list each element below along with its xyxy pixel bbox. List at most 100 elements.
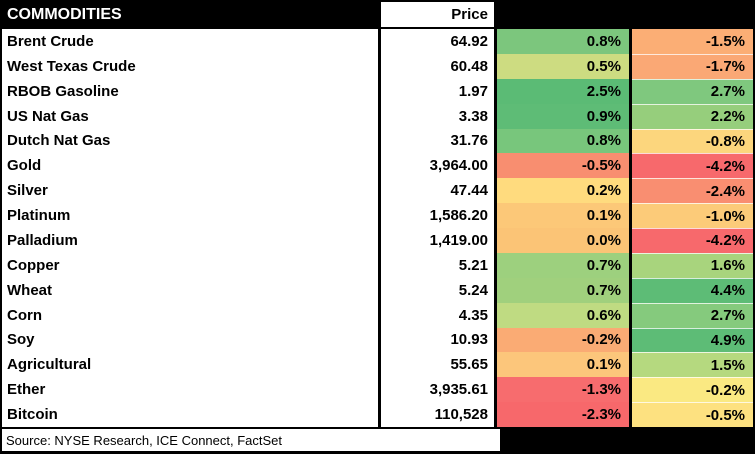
commodity-price: 31.76 — [381, 128, 494, 154]
commodity-name: Ether — [2, 377, 378, 403]
pct-change-cell-2: -1.7% — [632, 53, 753, 79]
commodity-price: 3,964.00 — [381, 153, 494, 179]
column-divider — [494, 29, 497, 54]
column-divider — [629, 153, 632, 179]
pct-change-cell-2: 2.7% — [632, 302, 753, 328]
commodity-name: US Nat Gas — [2, 103, 378, 129]
pct-change-cell-1: -0.2% — [497, 327, 629, 353]
column-divider — [494, 302, 497, 328]
column-divider — [629, 302, 632, 328]
pct-change-cell-2: -0.8% — [632, 128, 753, 154]
table-row: US Nat Gas 3.38 0.9% 2.2% — [2, 103, 753, 129]
pct-change-cell-2: 4.9% — [632, 327, 753, 353]
column-divider — [494, 228, 497, 253]
commodity-price: 4.35 — [381, 302, 494, 328]
table-row: Wheat 5.24 0.7% 4.4% — [2, 277, 753, 303]
header-commodities: COMMODITIES — [2, 2, 378, 27]
column-divider — [629, 252, 632, 278]
commodity-name: Agricultural — [2, 352, 378, 378]
commodity-price: 10.93 — [381, 327, 494, 353]
pct-change-cell-1: 0.8% — [497, 29, 629, 54]
commodity-name: Soy — [2, 327, 378, 353]
pct-change-cell-1: 0.7% — [497, 252, 629, 278]
commodity-name: Gold — [2, 153, 378, 179]
commodity-price: 3,935.61 — [381, 377, 494, 403]
column-divider — [378, 2, 381, 27]
column-divider — [629, 377, 632, 403]
table-row: Platinum 1,586.20 0.1% -1.0% — [2, 203, 753, 228]
column-divider — [629, 203, 632, 228]
footer-filler — [500, 429, 753, 451]
pct-change-cell-2: -0.5% — [632, 402, 753, 427]
table-row: Palladium 1,419.00 0.0% -4.2% — [2, 228, 753, 253]
commodity-price: 110,528 — [381, 402, 494, 427]
source-note: Source: NYSE Research, ICE Connect, Fact… — [2, 429, 500, 451]
column-divider — [629, 2, 632, 27]
commodity-price: 1,586.20 — [381, 203, 494, 228]
column-divider — [494, 78, 497, 104]
column-divider — [629, 402, 632, 427]
column-divider — [378, 53, 381, 79]
column-divider — [378, 78, 381, 104]
pct-change-cell-2: -1.5% — [632, 29, 753, 54]
commodity-price: 64.92 — [381, 29, 494, 54]
table-header-row: COMMODITIES Price — [2, 2, 753, 27]
commodity-name: Copper — [2, 252, 378, 278]
table-row: Agricultural 55.65 0.1% 1.5% — [2, 352, 753, 378]
header-pct1-blank — [497, 2, 629, 27]
pct-change-cell-1: 0.9% — [497, 103, 629, 129]
commodity-price: 55.65 — [381, 352, 494, 378]
column-divider — [378, 352, 381, 378]
commodity-price: 60.48 — [381, 53, 494, 79]
header-pct2-blank — [632, 2, 753, 27]
column-divider — [494, 103, 497, 129]
column-divider — [494, 2, 497, 27]
column-divider — [494, 178, 497, 204]
pct-change-cell-1: -2.3% — [497, 402, 629, 427]
column-divider — [629, 103, 632, 129]
column-divider — [378, 402, 381, 427]
pct-change-cell-1: -0.5% — [497, 153, 629, 179]
table-row: Dutch Nat Gas 31.76 0.8% -0.8% — [2, 128, 753, 154]
pct-change-cell-1: 0.5% — [497, 53, 629, 79]
commodity-name: West Texas Crude — [2, 53, 378, 79]
commodity-name: Platinum — [2, 203, 378, 228]
column-divider — [629, 29, 632, 54]
commodity-price: 1.97 — [381, 78, 494, 104]
column-divider — [494, 277, 497, 303]
commodity-name: Silver — [2, 178, 378, 204]
column-divider — [494, 252, 497, 278]
table-row: Gold 3,964.00 -0.5% -4.2% — [2, 153, 753, 179]
pct-change-cell-1: 0.7% — [497, 277, 629, 303]
pct-change-cell-2: 4.4% — [632, 277, 753, 303]
pct-change-cell-2: -2.4% — [632, 178, 753, 204]
column-divider — [629, 327, 632, 353]
pct-change-cell-1: 0.1% — [497, 203, 629, 228]
table-row: West Texas Crude 60.48 0.5% -1.7% — [2, 53, 753, 79]
table-row: RBOB Gasoline 1.97 2.5% 2.7% — [2, 78, 753, 104]
column-divider — [494, 203, 497, 228]
column-divider — [629, 78, 632, 104]
pct-change-cell-1: 0.8% — [497, 128, 629, 154]
commodity-price: 1,419.00 — [381, 228, 494, 253]
column-divider — [378, 228, 381, 253]
pct-change-cell-2: 1.5% — [632, 352, 753, 378]
column-divider — [378, 103, 381, 129]
pct-change-cell-2: 2.7% — [632, 78, 753, 104]
column-divider — [378, 277, 381, 303]
header-price: Price — [381, 2, 494, 27]
commodity-name: Brent Crude — [2, 29, 378, 54]
commodity-name: Dutch Nat Gas — [2, 128, 378, 154]
commodity-price: 47.44 — [381, 178, 494, 204]
header-divider — [2, 27, 753, 29]
pct-change-cell-2: -0.2% — [632, 377, 753, 403]
pct-change-cell-2: -4.2% — [632, 228, 753, 253]
commodity-name: Palladium — [2, 228, 378, 253]
pct-change-cell-1: 0.0% — [497, 228, 629, 253]
table-row: Copper 5.21 0.7% 1.6% — [2, 252, 753, 278]
column-divider — [378, 128, 381, 154]
column-divider — [494, 327, 497, 353]
commodity-name: Bitcoin — [2, 402, 378, 427]
column-divider — [629, 228, 632, 253]
